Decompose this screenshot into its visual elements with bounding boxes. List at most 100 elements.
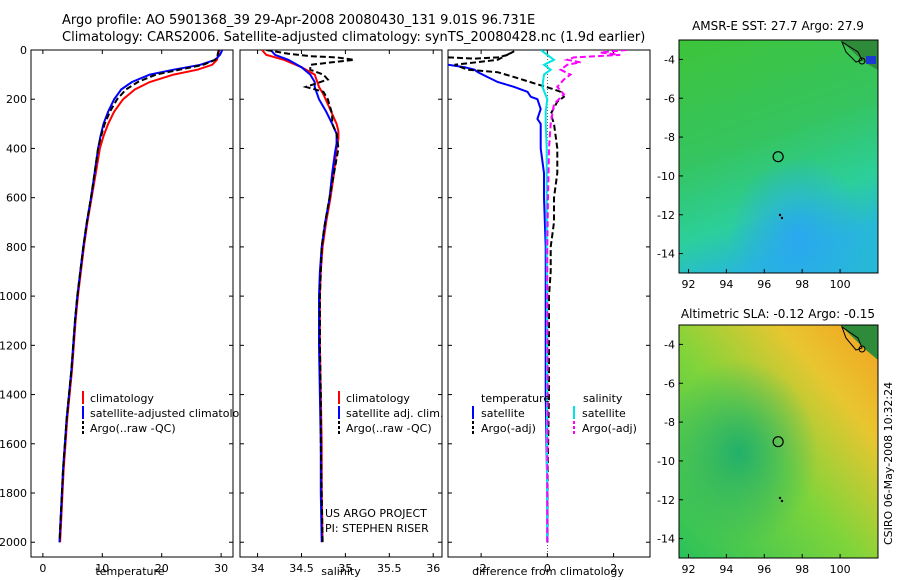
- salinity-series: [261, 50, 355, 543]
- lat-tick-label: -8: [664, 416, 675, 429]
- lon-tick-label: 92: [681, 563, 695, 576]
- x-tick-label: 20: [155, 562, 169, 575]
- salinity-axes-frame: [239, 49, 443, 558]
- y-tick-label: 400: [6, 142, 27, 155]
- x-tick-label: 30: [214, 562, 228, 575]
- y-tick-label: 800: [6, 241, 27, 254]
- salinity-panel: 34 34.5 35 35.5 36 climatology satellite adj…: [239, 49, 443, 578]
- island-dot: [778, 496, 782, 500]
- figure-title-line2: Climatology: CARS2006. Satellite-adjuste…: [62, 30, 645, 45]
- sla-map-panel: Altimetric SLA: -0.12 Argo: -0.15 92 94 96…: [657, 307, 879, 576]
- sla-map-ticks: 92 94 96 98 100 -4 -6 -8 -10 -12 -14: [657, 338, 851, 576]
- x-tick-label: 10: [95, 562, 109, 575]
- sla-land: [840, 325, 878, 360]
- sla-island: [858, 345, 866, 353]
- lat-tick-label: -10: [657, 455, 675, 468]
- argo-position-marker: [772, 436, 784, 448]
- salinity-legend: climatology satellite adj. clim. Argo(..…: [338, 391, 443, 435]
- x-tick-label: 2: [610, 562, 617, 575]
- legend-label-argo: Argo(..raw -QC): [90, 422, 176, 435]
- difference-ticks: -2 0 2: [448, 49, 650, 575]
- y-tick-label: 1800: [0, 487, 27, 500]
- lat-tick-label: -6: [664, 92, 675, 105]
- lon-tick-label: 96: [757, 563, 771, 576]
- legend-label-satellite: satellite-adjusted climatology: [90, 407, 253, 420]
- legend-label-climatology: climatology: [346, 392, 410, 405]
- x-tick-label: 0: [544, 562, 551, 575]
- legend-label-temp-satellite: satellite: [481, 407, 525, 420]
- lat-tick-label: -4: [664, 338, 675, 351]
- figure-title-line1: Argo profile: AO 5901368_39 29-Apr-2008 …: [62, 13, 535, 28]
- sst-map-panel: AMSR-E SST: 27.7 Argo: 27.9 92 94 96 98 100 -…: [657, 19, 879, 291]
- sst-map-ticks: 92 94 96 98 100 -4 -6 -8 -10 -12 -14: [657, 53, 851, 291]
- sst-island: [858, 57, 866, 65]
- lon-tick-label: 98: [795, 563, 809, 576]
- lat-tick-label: -12: [657, 494, 675, 507]
- legend-label-sal-argo: Argo(-adj): [582, 422, 637, 435]
- lon-tick-label: 92: [681, 278, 695, 291]
- project-pi: PI: STEPHEN RISER: [325, 522, 429, 535]
- temperature-panel: 0 10 20 30 0 200 400 600 800 1000 1200 1400 1600 1800…: [0, 44, 253, 578]
- legend-label-temp-argo: Argo(-adj): [481, 422, 536, 435]
- argo-position-marker: [772, 151, 784, 163]
- legend-label-argo: Argo(..raw -QC): [346, 422, 432, 435]
- lat-tick-label: -14: [657, 533, 675, 546]
- lat-tick-label: -4: [664, 53, 675, 66]
- legend-label-sal-satellite: satellite: [582, 407, 626, 420]
- x-tick-label: 0: [39, 562, 46, 575]
- x-tick-label: 34: [251, 562, 265, 575]
- temperature-ticks: 0 10 20 30 0 200 400 600 800 1000 1200 1400 1600 1800…: [0, 44, 233, 575]
- y-tick-label: 1000: [0, 290, 27, 303]
- x-tick-label: 36: [426, 562, 440, 575]
- legend-label-climatology: climatology: [90, 392, 154, 405]
- island-dot: [780, 216, 784, 220]
- series-line-argo-raw-qc-: [58, 50, 220, 543]
- series-line-satellite-adj-clim-: [269, 50, 338, 543]
- lon-tick-label: 94: [719, 278, 733, 291]
- lon-tick-label: 100: [830, 278, 851, 291]
- lon-tick-label: 98: [795, 278, 809, 291]
- series-line-argo-raw-qc-: [266, 50, 355, 543]
- x-tick-label: 34.5: [289, 562, 314, 575]
- series-line-salinity-argo-adj-: [546, 50, 627, 543]
- island-dot: [778, 213, 782, 217]
- lon-tick-label: 100: [830, 563, 851, 576]
- lat-tick-label: -8: [664, 131, 675, 144]
- temperature-axes-frame: [30, 49, 234, 558]
- difference-series: [448, 50, 627, 557]
- difference-panel: -2 0 2 temperature salinity satellite Argo…: [447, 49, 651, 578]
- x-tick-label: 35: [338, 562, 352, 575]
- y-tick-label: 1200: [0, 339, 27, 352]
- lon-tick-label: 96: [757, 278, 771, 291]
- series-line-temperature-satellite: [448, 63, 549, 543]
- credit-timestamp: CSIRO 06-May-2008 10:32:24: [882, 382, 895, 545]
- lat-tick-label: -14: [657, 248, 675, 261]
- temperature-series: [58, 50, 224, 543]
- legend-header-salinity: salinity: [583, 392, 623, 405]
- legend-label-satellite: satellite adj. clim.: [346, 407, 443, 420]
- legend-header-temperature: temperature: [481, 392, 550, 405]
- y-tick-label: 1400: [0, 389, 27, 402]
- x-tick-label: 35.5: [377, 562, 402, 575]
- y-tick-label: 2000: [0, 536, 27, 549]
- sst-map-title: AMSR-E SST: 27.7 Argo: 27.9: [692, 19, 864, 33]
- y-tick-label: 0: [20, 44, 27, 57]
- island-dot: [780, 499, 784, 503]
- y-tick-label: 200: [6, 93, 27, 106]
- sst-coastal-cold: [866, 56, 876, 64]
- salinity-xlabel: salinity: [321, 565, 361, 578]
- temperature-legend: climatology satellite-adjusted climatolo…: [82, 391, 253, 435]
- sla-low-patch: [679, 325, 878, 558]
- sla-map-frame: [678, 324, 879, 559]
- salinity-ticks: 34 34.5 35 35.5 36: [240, 49, 442, 575]
- x-tick-label: -2: [476, 562, 487, 575]
- y-tick-label: 600: [6, 192, 27, 205]
- difference-axes-frame: [447, 49, 651, 558]
- lat-tick-label: -10: [657, 170, 675, 183]
- sla-map-title: Altimetric SLA: -0.12 Argo: -0.15: [681, 307, 875, 321]
- lon-tick-label: 94: [719, 563, 733, 576]
- temperature-xlabel: temperature: [95, 565, 164, 578]
- project-name: US ARGO PROJECT: [325, 507, 427, 520]
- lat-tick-label: -12: [657, 209, 675, 222]
